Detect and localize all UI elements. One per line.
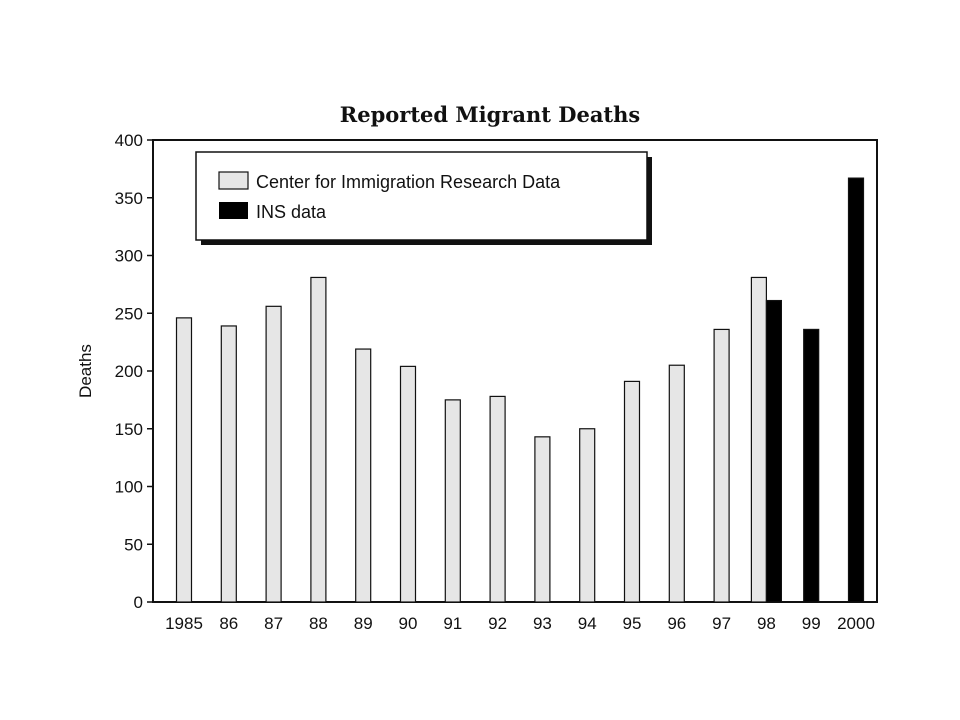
x-tick-label: 87 — [264, 614, 283, 633]
bar-cir-87 — [265, 305, 282, 603]
x-tick-label: 92 — [488, 614, 507, 633]
legend: Center for Immigration Research Data INS… — [195, 151, 652, 245]
bar-cir-92 — [489, 395, 506, 603]
x-tick-label: 93 — [533, 614, 552, 633]
x-tick-label: 98 — [757, 614, 776, 633]
bar-cir-94 — [579, 428, 596, 603]
x-tick-label: 2000 — [837, 614, 875, 633]
legend-swatch-cir — [218, 171, 249, 190]
bar-cir-95 — [623, 380, 641, 603]
y-tick-label: 400 — [115, 131, 143, 150]
x-tick-label: 88 — [309, 614, 328, 633]
bar-cir-1985 — [175, 317, 193, 603]
legend-box — [195, 151, 648, 241]
y-tick-label: 0 — [134, 593, 143, 612]
bar-cir-96 — [668, 364, 685, 603]
bar-cir-86 — [220, 325, 237, 603]
y-tick-label: 50 — [124, 535, 143, 554]
bars — [175, 177, 865, 603]
bar-ins-99 — [803, 328, 820, 603]
x-tick-label: 99 — [802, 614, 821, 633]
bar-ins-2000 — [847, 177, 865, 603]
x-tick-label: 90 — [399, 614, 418, 633]
chart-title: Reported Migrant Deaths — [340, 102, 640, 127]
bar-ins-98 — [765, 299, 783, 603]
legend-label-ins: INS data — [256, 202, 327, 222]
bar-cir-89 — [355, 348, 372, 603]
legend-swatch-ins — [219, 202, 248, 219]
x-tick-label: 96 — [667, 614, 686, 633]
x-tick-label: 94 — [578, 614, 597, 633]
x-axis: 1985 86 87 88 89 90 91 92 93 94 95 96 97 98 99 2000 — [165, 614, 875, 633]
y-axis: 0 50 100 150 200 250 300 350 400 — [115, 131, 153, 612]
bar-cir-90 — [399, 365, 417, 603]
y-tick-label: 350 — [115, 189, 143, 208]
bar-cir-97 — [713, 328, 730, 603]
x-tick-label: 86 — [219, 614, 238, 633]
y-axis-label: Deaths — [76, 344, 95, 398]
x-tick-label: 97 — [712, 614, 731, 633]
bar-cir-88 — [310, 276, 327, 603]
bar-cir-91 — [444, 399, 461, 603]
y-tick-label: 200 — [115, 362, 143, 381]
bar-cir-98 — [750, 276, 768, 603]
x-tick-label: 91 — [443, 614, 462, 633]
x-tick-label: 89 — [354, 614, 373, 633]
y-tick-label: 300 — [115, 247, 143, 266]
legend-label-cir: Center for Immigration Research Data — [256, 172, 561, 192]
y-tick-label: 100 — [115, 478, 143, 497]
x-tick-label: 1985 — [165, 614, 203, 633]
bar-cir-93 — [534, 436, 551, 603]
y-tick-label: 150 — [115, 420, 143, 439]
x-tick-label: 95 — [623, 614, 642, 633]
y-tick-label: 250 — [115, 304, 143, 323]
